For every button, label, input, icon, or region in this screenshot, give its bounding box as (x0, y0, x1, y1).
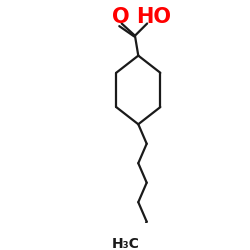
Text: HO: HO (136, 7, 171, 27)
Text: O: O (112, 7, 130, 27)
Text: H₃C: H₃C (112, 238, 140, 250)
